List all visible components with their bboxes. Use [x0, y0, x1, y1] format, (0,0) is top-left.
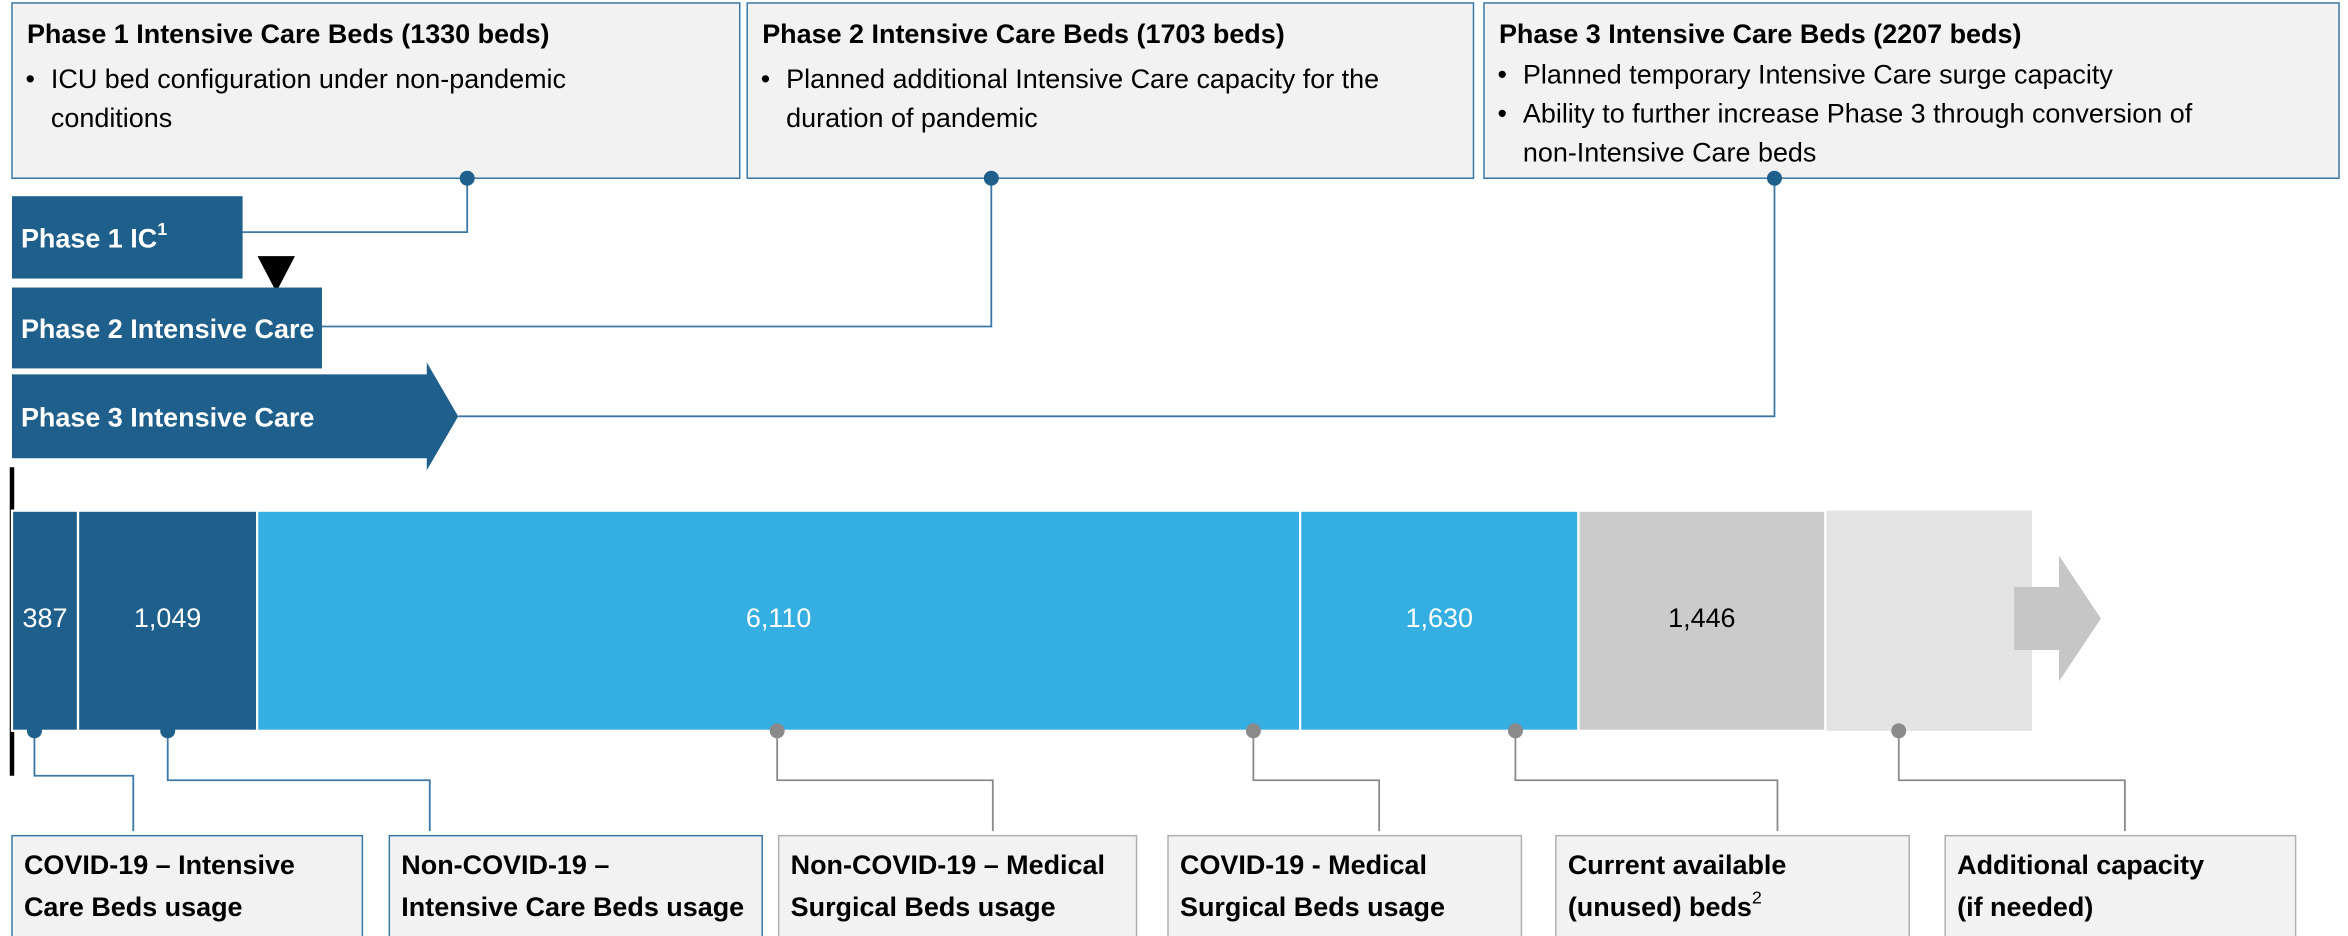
category-text: Surgical Beds usage [791, 892, 1056, 922]
phase-bar-text: Phase 2 Intensive Care [21, 314, 314, 344]
phase-box-title: Phase 2 Intensive Care Beds (1703 beds) [762, 19, 1285, 49]
connector [1252, 730, 1381, 832]
category-text: Current available [1568, 850, 1787, 880]
connector-dot [1891, 723, 1907, 739]
connector-dot [983, 170, 999, 186]
segment-label: 1,049 [134, 603, 201, 633]
segment-label: 387 [23, 603, 68, 633]
category-label: Intensive Care Beds usage [401, 892, 744, 922]
category-label: Current available [1568, 850, 1787, 880]
bullet-text: Planned temporary Intensive Care surge c… [1523, 60, 2113, 90]
category-text: Non-COVID-19 – [401, 850, 609, 880]
phase-bar-text: Phase 1 IC [21, 223, 157, 253]
bullet: • [25, 64, 34, 94]
category-label: (unused) beds2 [1568, 887, 1762, 922]
category-label: Non-COVID-19 – [401, 850, 609, 880]
segment [76, 509, 259, 732]
category-label: COVID-19 – Intensive [24, 850, 295, 880]
category-label: Surgical Beds usage [1180, 892, 1445, 922]
category-text: (unused) beds [1568, 892, 1752, 922]
connector-dot [1507, 723, 1523, 739]
category-text: Intensive Care Beds usage [401, 892, 744, 922]
connector [458, 178, 1776, 418]
bullet-text: conditions [51, 103, 172, 133]
category-text: Additional capacity [1957, 850, 2204, 880]
connector [242, 178, 469, 234]
bullet-text: duration of pandemic [786, 103, 1038, 133]
phase-box-title: Phase 1 Intensive Care Beds (1330 beds) [27, 19, 550, 49]
superscript: 2 [1752, 887, 1762, 907]
connector [776, 730, 994, 832]
phase-bar-label: Phase 1 IC1 [21, 219, 167, 254]
category-box [11, 834, 364, 936]
category-box [1555, 834, 1910, 936]
category-box [1167, 834, 1523, 936]
phase-bar-text: Phase 3 Intensive Care [21, 402, 314, 432]
bullet: • [1497, 98, 1506, 128]
category-text: Surgical Beds usage [1180, 892, 1445, 922]
category-text: Non-COVID-19 – Medical [791, 850, 1105, 880]
connector [1897, 730, 2126, 832]
additional-capacity-segment [1825, 510, 2033, 731]
category-text: COVID-19 - Medical [1180, 850, 1427, 880]
phase-bar-label: Phase 2 Intensive Care [21, 314, 314, 344]
connector-dot [459, 170, 475, 186]
connector-dot [1766, 170, 1782, 186]
phase-bar [11, 196, 243, 279]
category-label: Non-COVID-19 – Medical [791, 850, 1105, 880]
connector-dot [769, 723, 785, 739]
connector [33, 730, 135, 832]
superscript: 1 [157, 219, 167, 239]
phase-bar-label: Phase 3 Intensive Care [21, 402, 314, 432]
segment [10, 509, 80, 732]
category-label: Surgical Beds usage [791, 892, 1056, 922]
connector-dot [160, 723, 176, 739]
segment [1577, 509, 1827, 732]
bullet-text: Ability to further increase Phase 3 thro… [1523, 98, 2193, 128]
bullet-text: non-Intensive Care beds [1523, 137, 1816, 167]
connector [321, 178, 993, 328]
category-text: Care Beds usage [24, 892, 243, 922]
category-box [1944, 834, 2297, 936]
category-label: COVID-19 - Medical [1180, 850, 1427, 880]
segment [255, 509, 1302, 732]
category-text: COVID-19 – Intensive [24, 850, 295, 880]
bullet-text: Planned additional Intensive Care capaci… [786, 64, 1379, 94]
category-label: Care Beds usage [24, 892, 243, 922]
segment-label: 1,446 [1668, 603, 1735, 633]
category-text: (if needed) [1957, 892, 2093, 922]
phase-bar [11, 287, 322, 369]
category-label: Additional capacity [1957, 850, 2204, 880]
marker-triangle [257, 256, 295, 293]
bullet-text: ICU bed configuration under non-pandemic [51, 64, 566, 94]
phase-box [1483, 2, 2340, 179]
segment [1299, 509, 1580, 732]
category-box [388, 834, 763, 936]
phase-box [11, 2, 741, 179]
segment-label: 6,110 [746, 603, 811, 633]
category-box [777, 834, 1138, 936]
phase-box-title: Phase 3 Intensive Care Beds (2207 beds) [1499, 19, 2022, 49]
connector [1514, 730, 1779, 832]
bullet: • [1497, 60, 1506, 90]
segment-label: 1,630 [1406, 603, 1473, 633]
connector [166, 730, 431, 832]
phase-bar [11, 362, 459, 471]
connector-dot [26, 723, 42, 739]
bullet: • [761, 64, 770, 94]
phase-box [746, 2, 1475, 179]
connector-dot [1245, 723, 1261, 739]
category-label: (if needed) [1957, 892, 2093, 922]
